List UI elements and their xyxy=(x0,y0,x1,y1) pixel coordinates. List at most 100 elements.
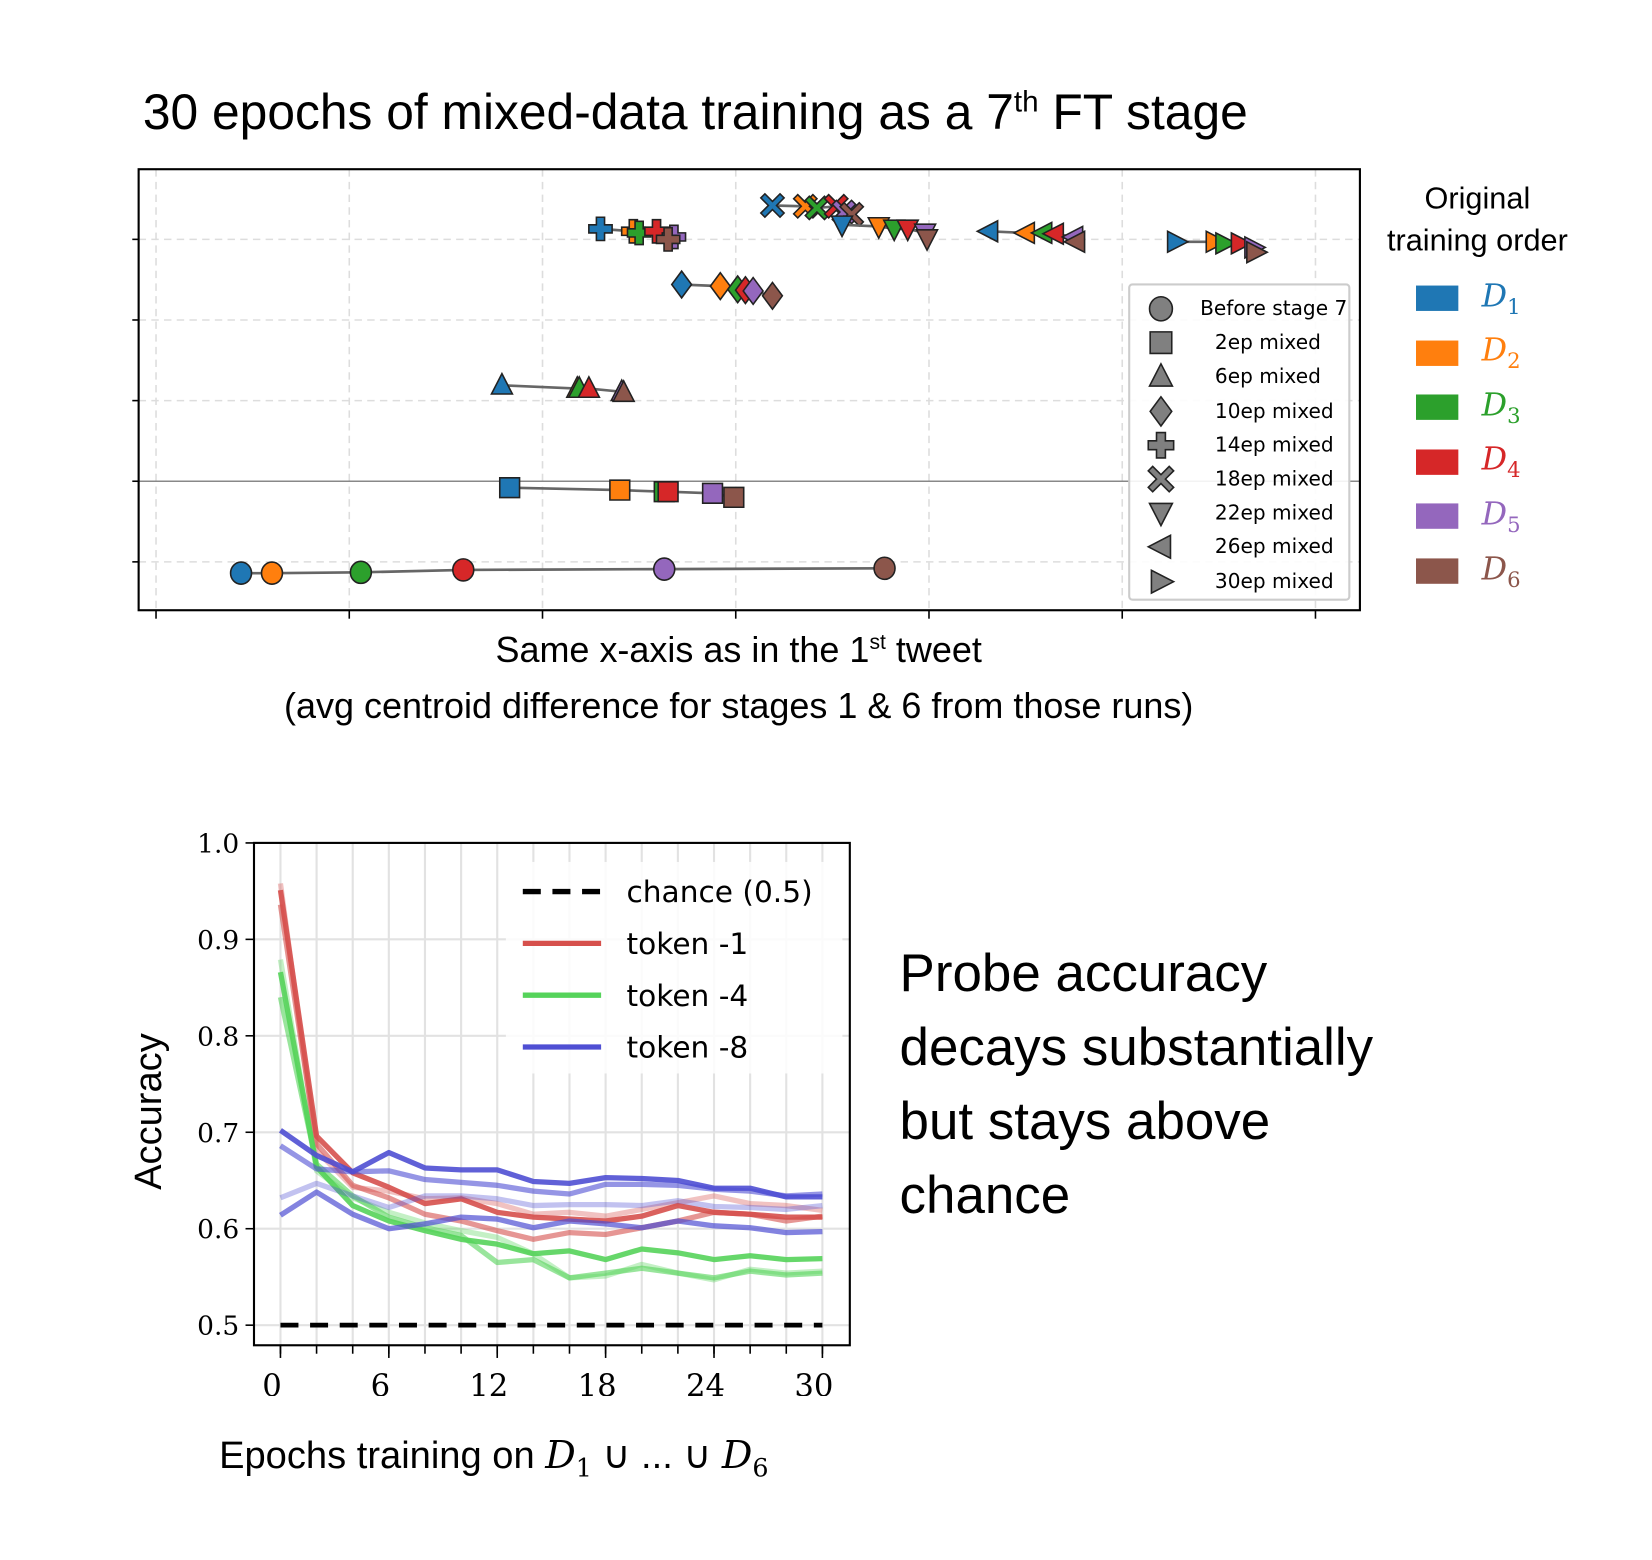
stage-legend-item: Before stage 7 xyxy=(1143,292,1347,326)
y-tick-label: 1.0 xyxy=(197,828,239,859)
marker-circle-d5 xyxy=(652,557,676,581)
series-run-line xyxy=(277,996,823,1281)
dataset-index: 1 xyxy=(1507,293,1521,319)
stage-legend-label: 6ep mixed xyxy=(1214,365,1321,389)
stage-group-before-stage-7 xyxy=(229,556,896,585)
top-x-axis-label: Same x-axis as in the 1st tweet xyxy=(138,630,1340,671)
marker-x-d1 xyxy=(759,192,786,219)
annotation-line: but stays above xyxy=(899,1091,1271,1151)
dataset-letter: D xyxy=(1481,495,1508,533)
x-tick-label: 12 xyxy=(469,1369,508,1396)
series-run-line xyxy=(277,959,823,1283)
dataset-legend-item-d2: D2 xyxy=(1416,332,1521,373)
square-marker-icon xyxy=(1149,331,1173,355)
marker-circle-d1 xyxy=(229,561,253,585)
dataset-letter: D xyxy=(1481,386,1508,424)
circle-marker-icon xyxy=(1148,295,1174,322)
color-swatch xyxy=(1416,285,1459,311)
marker-plus-d3 xyxy=(626,220,652,246)
marker-triangle-down-d1 xyxy=(830,215,854,239)
plus-marker-icon xyxy=(1147,431,1175,459)
triangle-up-marker-icon xyxy=(1148,362,1174,388)
marker-square-d5 xyxy=(701,482,724,505)
y-tick-label: 0.7 xyxy=(197,1118,239,1149)
marker-circle-d2 xyxy=(260,561,284,585)
x-tick-label: 18 xyxy=(578,1369,617,1396)
xlabel-sub: 6 xyxy=(752,1453,769,1483)
legend-marker xyxy=(1147,465,1175,493)
y-tick-label: 0.6 xyxy=(197,1214,239,1245)
stage-connector-line xyxy=(241,566,885,575)
stage-legend-label: 22ep mixed xyxy=(1214,501,1334,525)
color-swatch xyxy=(1416,449,1459,475)
marker-square-d1 xyxy=(498,477,521,499)
stage-legend-label: 2ep mixed xyxy=(1214,331,1321,355)
annotation-line: chance xyxy=(899,1165,1071,1225)
triangle-right-marker-icon xyxy=(1150,568,1176,594)
dataset-letter: D xyxy=(1481,550,1508,588)
stage-connector-line xyxy=(501,383,625,394)
stage-legend-item: 18ep mixed xyxy=(1143,462,1334,496)
dataset-index: 2 xyxy=(1507,348,1521,374)
stage-group-22ep-mixed xyxy=(830,215,939,252)
dataset-legend-item-d6: D6 xyxy=(1416,550,1521,592)
line-legend: chance (0.5) token -1 token -4 token -8 xyxy=(505,861,843,1074)
diamond-marker-icon xyxy=(1149,395,1173,427)
stage-legend-item: 6ep mixed xyxy=(1143,360,1321,394)
centroid-scatter-plot xyxy=(132,168,1361,619)
marker-triangle-left-d4 xyxy=(1041,221,1065,246)
stage-legend-label: Before stage 7 xyxy=(1200,297,1348,321)
series-run-line xyxy=(277,904,823,1242)
legend-marker xyxy=(1150,568,1176,594)
dataset-letter: D xyxy=(1481,332,1508,370)
title-text-end: FT stage xyxy=(1038,83,1248,140)
color-swatch xyxy=(1416,503,1459,530)
legend-marker xyxy=(1149,395,1173,427)
color-swatch xyxy=(1416,394,1459,421)
marker-square-d6 xyxy=(723,486,745,509)
xlabel-d1: D1 xyxy=(545,1434,592,1483)
stage-legend-label: 30ep mixed xyxy=(1214,569,1334,593)
x-tick-label: 30 xyxy=(794,1369,833,1396)
annotation-line: Probe accuracy xyxy=(899,943,1268,1003)
dataset-index: 5 xyxy=(1507,511,1521,538)
stage-group-2ep-mixed xyxy=(498,477,745,509)
x-tick-label: 0 xyxy=(262,1369,282,1396)
color-swatch xyxy=(1416,340,1459,366)
triangle-left-marker-icon xyxy=(1146,534,1172,560)
marker-triangle-right-d3 xyxy=(1215,231,1239,256)
dataset-label: D5 xyxy=(1482,496,1521,537)
marker-diamond-d1 xyxy=(670,269,693,300)
xlabel-text: Same x-axis as in the 1 xyxy=(495,630,870,671)
series-run-line xyxy=(277,883,823,1219)
dataset-index: 4 xyxy=(1507,457,1521,483)
title-sup: th xyxy=(1013,84,1039,118)
legend-label: chance (0.5) xyxy=(627,875,813,909)
y-tick-label: 0.5 xyxy=(197,1311,239,1342)
marker-triangle-down-d4 xyxy=(895,219,920,243)
marker-triangle-up-d4 xyxy=(577,375,601,399)
dataset-label: D4 xyxy=(1482,441,1521,482)
series-token-4 xyxy=(277,959,823,1283)
xlabel-union: ∪ ... ∪ xyxy=(591,1433,722,1477)
xlabel-text-end: tweet xyxy=(885,630,982,671)
xlabel-d6: D6 xyxy=(722,1434,769,1483)
marker-triangle-right-d1 xyxy=(1166,230,1190,254)
stage-legend-item: 26ep mixed xyxy=(1143,530,1334,564)
stage-legend-label: 26ep mixed xyxy=(1214,535,1334,559)
dataset-label: D3 xyxy=(1482,387,1521,428)
dataset-index: 3 xyxy=(1507,402,1521,428)
stage-legend-label: 18ep mixed xyxy=(1214,467,1334,491)
marker-triangle-right-d6 xyxy=(1246,240,1269,265)
marker-square-d2 xyxy=(609,479,631,501)
legend-marker xyxy=(1148,295,1174,322)
marker-plus-d1 xyxy=(588,216,613,242)
annotation-text: Probe accuracy decays substantially but … xyxy=(900,936,1374,1232)
x-axis-label: Epochs training on D1 ∪ ... ∪ D6 xyxy=(219,1433,769,1483)
marker-diamond-d5 xyxy=(742,276,765,306)
xlabel-sub: 1 xyxy=(575,1453,592,1483)
marker-triangle-down-d6 xyxy=(915,229,939,252)
figure-title: 30 epochs of mixed-data training as a 7t… xyxy=(143,82,1248,140)
dataset-letter: D xyxy=(1481,441,1508,479)
